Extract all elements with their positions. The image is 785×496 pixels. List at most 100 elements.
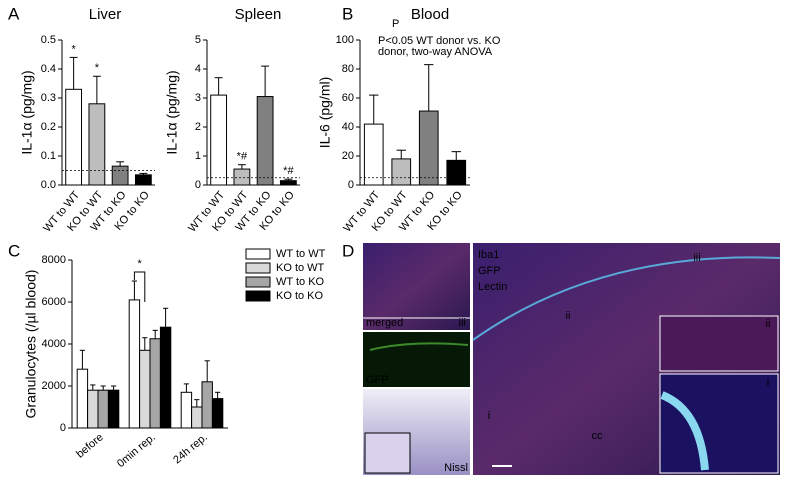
channel-label: Lectin <box>478 281 507 293</box>
bar <box>256 96 274 186</box>
y-tick-label: 2 <box>195 121 201 133</box>
y-tick-label: 0.2 <box>41 121 56 133</box>
image-label: cc <box>592 430 604 442</box>
y-tick-label: 0 <box>348 179 354 191</box>
y-tick-label: 1 <box>195 150 201 162</box>
bar <box>180 391 193 429</box>
bar <box>159 326 172 429</box>
panel-letter: D <box>342 241 354 260</box>
x-tick-label: 0min rep. <box>115 431 158 470</box>
channel-label: Iba1 <box>478 249 499 261</box>
note: P<0.05 WT donor vs. KO <box>378 35 501 47</box>
bar <box>363 123 384 186</box>
bar <box>233 168 251 186</box>
legend-label: KO to WT <box>276 262 325 274</box>
image-label: GFP <box>366 374 389 386</box>
y-axis-label: IL-1α (pg/mg) <box>19 70 35 154</box>
y-tick-label: 80 <box>342 63 354 75</box>
inset <box>659 315 779 372</box>
image-label: i <box>488 410 490 422</box>
chart-title: Spleen <box>235 6 282 23</box>
micrograph <box>363 243 470 330</box>
bar <box>97 389 109 429</box>
y-tick-label: 3 <box>195 92 201 104</box>
significance: * <box>71 43 76 55</box>
y-tick-label: 0.4 <box>41 63 56 75</box>
significance-bracket <box>133 271 146 302</box>
panel-letter: A <box>8 4 20 23</box>
bar <box>211 398 224 429</box>
bar <box>149 338 161 429</box>
bar <box>446 159 467 186</box>
bar <box>88 103 106 186</box>
y-tick-label: 40 <box>342 121 354 133</box>
bar <box>87 389 99 429</box>
y-tick-label: 5 <box>195 34 201 46</box>
bar <box>201 381 213 429</box>
bar <box>391 158 412 186</box>
chart-title: Blood <box>411 6 449 23</box>
panel-letter: C <box>8 241 20 260</box>
y-tick-label: 0 <box>60 422 66 434</box>
lectin-signal <box>660 391 709 471</box>
chart-title: Liver <box>89 6 122 23</box>
y-tick-label: 0 <box>195 179 201 191</box>
y-tick-label: 2000 <box>42 380 66 392</box>
significance: * <box>137 258 142 270</box>
bar <box>134 174 152 186</box>
image-label: merged <box>366 317 403 329</box>
micrograph <box>363 332 470 387</box>
superscript: P <box>392 18 399 30</box>
legend-swatch <box>245 290 271 302</box>
y-tick-label: 0.1 <box>41 150 56 162</box>
bar <box>111 165 129 186</box>
note: donor, two-way ANOVA <box>378 46 493 58</box>
bar <box>210 94 228 186</box>
image-label: iii <box>459 317 466 329</box>
legend-swatch <box>245 276 271 288</box>
image-label: ii <box>566 310 571 322</box>
bar <box>191 406 203 429</box>
y-tick-label: 60 <box>342 92 354 104</box>
bar <box>76 368 89 429</box>
x-tick-label: 24h rep. <box>171 431 210 466</box>
significance: *# <box>283 165 294 177</box>
significance: *# <box>237 151 248 163</box>
inset <box>659 373 779 474</box>
bar <box>418 110 439 186</box>
inset <box>364 432 411 474</box>
lectin-signal <box>472 256 781 341</box>
y-tick-label: 20 <box>342 150 354 162</box>
legend-label: KO to KO <box>276 290 324 302</box>
legend-label: WT to KO <box>276 276 325 288</box>
y-axis-label: Granulocytes (/µl blood) <box>23 270 39 419</box>
y-tick-label: 0.5 <box>41 34 56 46</box>
image-label: ii <box>766 318 771 330</box>
bar <box>128 299 141 429</box>
y-tick-label: 0.3 <box>41 92 56 104</box>
bar <box>139 349 151 429</box>
y-tick-label: 8000 <box>42 254 66 266</box>
y-tick-label: 6000 <box>42 296 66 308</box>
gfp-signal <box>369 342 469 351</box>
y-axis-label: IL-1α (pg/mg) <box>164 70 180 154</box>
channel-label: GFP <box>478 265 501 277</box>
image-label: Nissl <box>444 462 468 474</box>
significance: * <box>95 62 100 74</box>
y-tick-label: 4 <box>195 63 201 75</box>
x-tick-label: before <box>74 431 106 460</box>
legend-label: WT to WT <box>276 248 326 260</box>
image-label: iii <box>693 252 700 264</box>
image-label: i <box>767 377 769 389</box>
bar <box>279 180 297 186</box>
y-tick-label: 4000 <box>42 338 66 350</box>
y-axis-label: IL-6 (pg/ml) <box>317 77 333 149</box>
bar <box>107 389 120 429</box>
y-tick-label: 0.0 <box>41 179 56 191</box>
legend-swatch <box>245 248 271 260</box>
y-tick-label: 100 <box>336 34 354 46</box>
legend-swatch <box>245 262 271 274</box>
panel-letter: B <box>342 4 353 23</box>
